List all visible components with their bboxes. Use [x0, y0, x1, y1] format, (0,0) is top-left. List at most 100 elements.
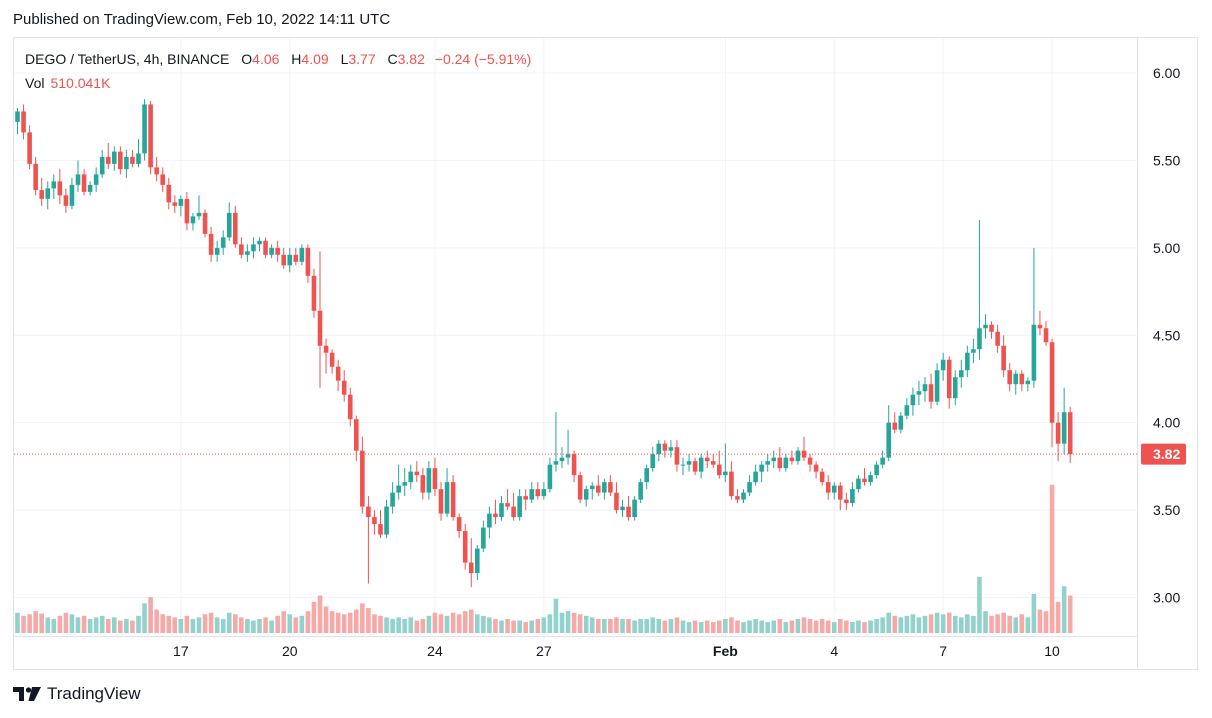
volume-bar: [239, 617, 244, 633]
volume-bar: [596, 618, 601, 633]
volume-bar: [178, 618, 184, 633]
volume-bar: [487, 617, 492, 633]
candle-body: [759, 464, 764, 472]
candle-body: [904, 405, 910, 416]
volume-bar: [553, 598, 559, 633]
volume-bar: [559, 612, 565, 633]
candle-body: [251, 244, 256, 252]
candle: [21, 104, 26, 140]
candle: [196, 195, 202, 220]
candle-body: [952, 377, 958, 399]
candle: [408, 464, 414, 490]
volume-bar: [81, 615, 87, 633]
price-tick-label: 3.50: [1153, 502, 1180, 518]
volume-bar: [1049, 484, 1055, 633]
candle-body: [910, 394, 916, 406]
candle-body: [396, 485, 401, 493]
candle-body: [553, 461, 559, 465]
volume-bar: [1061, 586, 1067, 633]
volume-bar: [571, 612, 577, 633]
candle-body: [226, 212, 232, 238]
candle: [674, 440, 680, 472]
candle: [1043, 321, 1049, 346]
candle-body: [166, 184, 172, 203]
chart-frame[interactable]: [13, 37, 1198, 670]
candle-body: [220, 237, 226, 248]
candle-body: [372, 517, 377, 525]
last-price-badge: 3.82: [1141, 443, 1186, 465]
candle: [1031, 247, 1037, 388]
volume-bar: [202, 614, 208, 633]
candle: [263, 237, 268, 259]
candle-body: [517, 496, 522, 518]
candle: [777, 447, 783, 472]
candle-body: [21, 111, 26, 133]
candle: [245, 244, 250, 262]
candle: [57, 169, 63, 205]
candle: [493, 499, 498, 525]
candle-body: [583, 489, 589, 500]
candle-body: [112, 151, 117, 164]
volume-bar: [63, 612, 69, 633]
volume-bar: [717, 620, 722, 633]
candle: [868, 471, 873, 486]
candle: [632, 496, 637, 521]
candle: [378, 510, 383, 539]
candle: [819, 468, 825, 486]
volume-bar: [275, 615, 280, 633]
last-price-label: 3.82: [1153, 446, 1180, 462]
volume-bar: [69, 614, 75, 633]
volume-bar: [317, 595, 323, 633]
candle-body: [844, 499, 849, 504]
volume-bar: [245, 618, 250, 633]
candle: [311, 268, 317, 318]
candle: [952, 370, 958, 406]
volume-bar: [468, 609, 474, 633]
candle: [959, 359, 964, 388]
candle-body: [989, 324, 994, 332]
volume-bar: [850, 622, 855, 633]
candle-body: [493, 513, 498, 518]
candlesticks: [15, 99, 1073, 588]
candle: [608, 475, 613, 497]
volume-bar: [39, 613, 44, 633]
volume-bar: [807, 618, 813, 633]
time-tick-label: 27: [536, 643, 552, 659]
candle: [946, 356, 952, 409]
candle: [136, 139, 141, 168]
volume-bar: [983, 611, 988, 633]
candle-body: [499, 503, 504, 518]
time-axis: 17 20 24 27 Feb 4 7 10: [14, 636, 1137, 659]
candle-body: [475, 548, 480, 574]
candle-body: [874, 464, 879, 476]
footer[interactable]: TradingView: [13, 684, 141, 704]
volume-bar: [287, 614, 293, 633]
candle-body: [747, 482, 752, 493]
volume-bar: [971, 615, 976, 633]
candle: [928, 373, 934, 409]
candle: [862, 468, 867, 486]
volume-bar: [577, 614, 583, 633]
candle: [614, 482, 619, 514]
candle-body: [99, 156, 105, 175]
close-value: 3.82: [397, 51, 425, 67]
volume-bar: [783, 622, 789, 633]
volume-bar: [916, 617, 922, 633]
candle-body: [263, 240, 268, 255]
candle-body: [287, 254, 293, 266]
volume-bar: [819, 618, 825, 633]
candle-body: [946, 359, 952, 399]
volume-bar: [136, 615, 141, 633]
volume-bar: [51, 618, 57, 633]
candle-body: [1031, 324, 1037, 381]
candle-body: [311, 275, 317, 311]
candle-body: [33, 163, 38, 191]
candle: [723, 443, 728, 483]
volume-bar: [311, 601, 317, 633]
candle: [39, 177, 44, 206]
candle-body: [1037, 324, 1043, 329]
candle-body: [87, 184, 93, 192]
volume-bar: [408, 617, 414, 633]
candle: [1025, 377, 1031, 392]
